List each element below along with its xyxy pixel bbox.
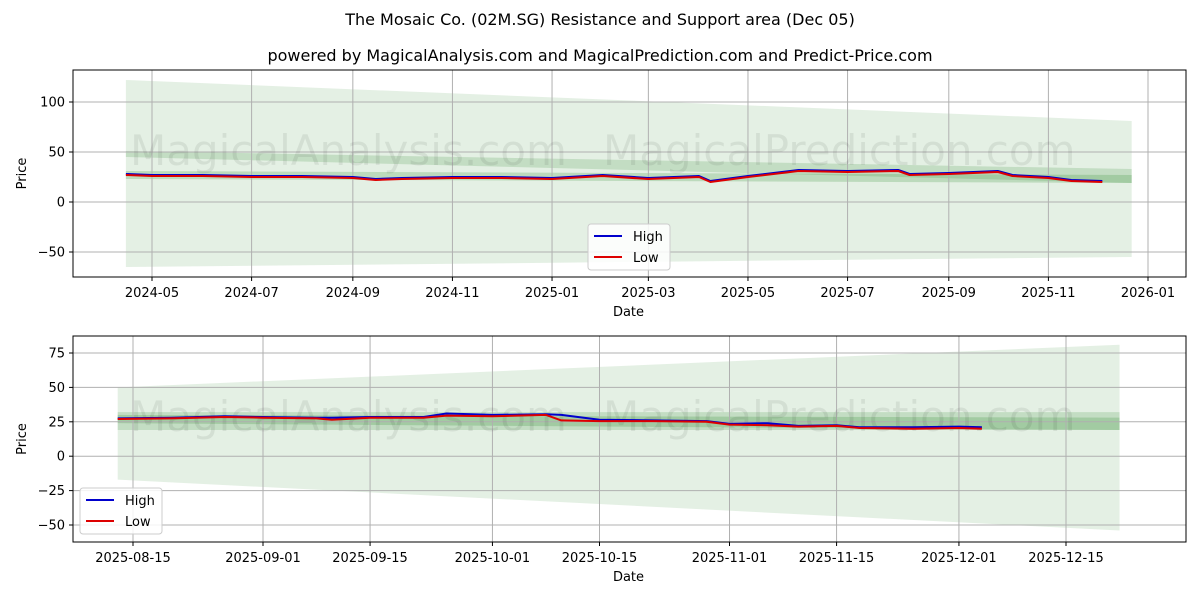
bottom-chart-panel: MagicalAnalysis.com MagicalPrediction.com…	[15, 335, 1187, 585]
band-resistance_zone	[125, 151, 1132, 183]
y-tick-label: 50	[48, 146, 65, 161]
watermark-text: MagicalPrediction.com	[603, 126, 1076, 175]
legend: High Low	[587, 223, 671, 271]
legend-label-high: High	[633, 230, 663, 245]
x-tick-label: 2025-10-01	[455, 551, 531, 566]
x-tick-label: 2025-03	[621, 286, 675, 301]
y-tick-label: −50	[38, 246, 65, 261]
y-tick-label: 100	[40, 96, 65, 111]
y-axis-label: Price	[15, 158, 30, 190]
x-tick-label: 2025-10-15	[562, 551, 638, 566]
y-tick-label: 25	[48, 415, 65, 430]
x-tick-label: 2025-01	[525, 286, 579, 301]
y-tick-label: −50	[38, 519, 65, 534]
x-tick-label: 2025-11	[1021, 286, 1075, 301]
legend: High Low	[79, 487, 163, 535]
y-tick-label: 0	[57, 450, 65, 465]
x-axis-label: Date	[613, 570, 644, 585]
x-tick-label: 2025-09	[922, 286, 976, 301]
plot-frame	[72, 69, 1187, 278]
band-outer_resistance_fan	[125, 80, 1132, 267]
y-tick-label: 75	[48, 347, 65, 362]
plot-frame	[72, 335, 1187, 543]
series-line-low	[125, 170, 1103, 183]
x-tick-label: 2025-11-01	[692, 551, 768, 566]
series-line-low	[117, 413, 982, 430]
x-tick-label: 2025-08-15	[95, 551, 171, 566]
watermark-text: MagicalPrediction.com	[603, 392, 1076, 441]
y-axis-label: Price	[15, 423, 30, 455]
band-outer_fan	[117, 344, 1120, 531]
x-tick-label: 2025-09-15	[332, 551, 408, 566]
x-tick-label: 2024-11	[425, 286, 479, 301]
legend-label-high: High	[125, 494, 155, 509]
x-tick-label: 2025-05	[721, 286, 775, 301]
y-tick-label: 50	[48, 381, 65, 396]
legend-label-low: Low	[125, 515, 151, 530]
chart-subtitle: powered by MagicalAnalysis.com and Magic…	[267, 46, 933, 65]
legend-label-low: Low	[633, 251, 659, 266]
chart-title: The Mosaic Co. (02M.SG) Resistance and S…	[345, 10, 855, 29]
x-tick-label: 2024-05	[125, 286, 179, 301]
x-tick-label: 2024-09	[326, 286, 380, 301]
top-chart-panel: MagicalAnalysis.com MagicalPrediction.com…	[15, 69, 1187, 320]
x-tick-label: 2025-11-15	[799, 551, 875, 566]
y-tick-label: 0	[57, 196, 65, 211]
y-tick-label: −25	[38, 484, 65, 499]
x-axis-label: Date	[613, 305, 644, 320]
x-tick-label: 2025-12-15	[1028, 551, 1104, 566]
x-tick-label: 2025-09-01	[225, 551, 301, 566]
x-tick-label: 2026-01	[1121, 286, 1175, 301]
watermark-text: MagicalAnalysis.com	[130, 126, 567, 175]
x-tick-label: 2025-12-01	[921, 551, 997, 566]
x-tick-label: 2024-07	[224, 286, 278, 301]
x-tick-label: 2025-07	[820, 286, 874, 301]
